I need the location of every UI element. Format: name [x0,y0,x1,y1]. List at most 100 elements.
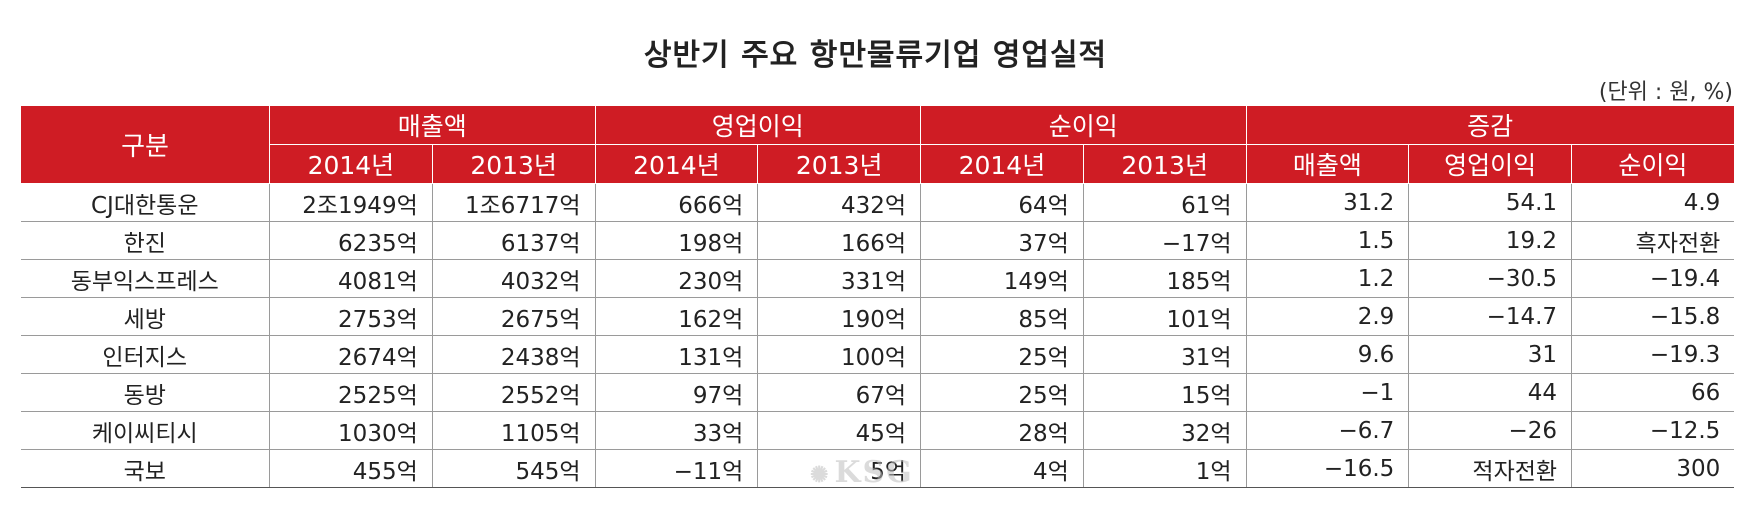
table-cell: 455억 [269,449,433,488]
table-cell: 166억 [757,221,922,260]
table-cell: 1030억 [269,411,433,450]
company-name-cell: 동방 [20,373,270,412]
table-cell: 2552억 [431,373,596,412]
table-row: 동방 2525억 2552억 97억 67억 25억 15억 −1 44 66 [20,373,1735,412]
table-cell: 64억 [920,183,1084,222]
table-cell: 6137억 [431,221,596,260]
table-cell: −30.5 [1408,259,1573,298]
subheader: 매출액 [1245,144,1410,184]
table-cell: 545억 [431,449,596,488]
table-cell: 54.1 [1408,183,1573,222]
table-cell: 9.6 [1245,335,1410,374]
table-cell: 2753억 [269,297,433,336]
table-cell: 666억 [594,183,759,222]
table-cell: 198억 [594,221,759,260]
subheader: 2013년 [1082,144,1247,184]
watermark-emblem-icon: ✺ [810,462,831,488]
table-cell: 1105억 [431,411,596,450]
subheader: 2014년 [920,144,1084,184]
table-cell: 적자전환 [1408,449,1573,488]
table-cell: 2674억 [269,335,433,374]
table-cell: −19.4 [1571,259,1735,298]
table-cell: 1조6717억 [431,183,596,222]
table-cell: 1억 [1082,449,1247,488]
table-cell: 67억 [757,373,922,412]
table-cell: 25억 [920,335,1084,374]
table-cell: 25억 [920,373,1084,412]
table-cell: −12.5 [1571,411,1735,450]
subheader: 2013년 [431,144,596,184]
table-cell: 85억 [920,297,1084,336]
company-name-cell: 케이씨티시 [20,411,270,450]
table-cell: 230억 [594,259,759,298]
table-title: 상반기 주요 항만물류기업 영업실적 [643,38,1108,73]
table-cell: 2.9 [1245,297,1410,336]
subheader: 2014년 [594,144,759,184]
table-row: 한진 6235억 6137억 198억 166억 37억 −17억 1.5 19.2 흑자전환 [20,221,1735,260]
table-cell: −26 [1408,411,1573,450]
table-cell: 100억 [757,335,922,374]
table-cell: 2조1949억 [269,183,433,222]
table-cell: 4억 [920,449,1084,488]
table-cell: 432억 [757,183,922,222]
table-cell: −14.7 [1408,297,1573,336]
company-name-cell: CJ대한통운 [20,183,270,222]
company-name-cell: 세방 [20,297,270,336]
table-cell: 6235억 [269,221,433,260]
subheader: 2014년 [269,144,433,184]
table-row: 인터지스 2674억 2438억 131억 100억 25억 31억 9.6 31 −19.3 [20,335,1735,374]
table-cell: 185억 [1082,259,1247,298]
table-cell: 4081억 [269,259,433,298]
table-cell: 45억 [757,411,922,450]
table-cell: 131억 [594,335,759,374]
subheader: 영업이익 [1408,144,1573,184]
table-cell: −11억 [594,449,759,488]
table-cell: 31 [1408,335,1573,374]
table-cell: 190억 [757,297,922,336]
header-group-sales: 매출액 [269,105,596,145]
table-cell: 97억 [594,373,759,412]
table-cell: 61억 [1082,183,1247,222]
company-name-cell: 한진 [20,221,270,260]
table-cell: 2438억 [431,335,596,374]
table-cell: 101억 [1082,297,1247,336]
table-row: CJ대한통운 2조1949억 1조6717억 666억 432억 64억 61억 31.2 54… [20,183,1735,222]
table-cell: 149억 [920,259,1084,298]
table-cell: 흑자전환 [1571,221,1735,260]
header-group-operating-profit: 영업이익 [594,105,922,145]
table-cell: 44 [1408,373,1573,412]
subheader: 2013년 [757,144,922,184]
table-cell: 37억 [920,221,1084,260]
table-row: 케이씨티시 1030억 1105억 33억 45억 28억 32억 −6.7 −26 −12.5 [20,411,1735,450]
table-cell: 19.2 [1408,221,1573,260]
header-group-change: 증감 [1245,105,1735,145]
table-cell: −6.7 [1245,411,1410,450]
subheader: 순이익 [1571,144,1735,184]
table-cell: −19.3 [1571,335,1735,374]
company-name-cell: 인터지스 [20,335,270,374]
table-row: 세방 2753억 2675억 162억 190억 85억 101억 2.9 −14.7 −15.8 [20,297,1735,336]
header-group-net-profit: 순이익 [920,105,1247,145]
table-cell: 300 [1571,449,1735,488]
table-cell: −15.8 [1571,297,1735,336]
header-category: 구분 [20,105,270,184]
table-cell: 28억 [920,411,1084,450]
table-cell: 4.9 [1571,183,1735,222]
table-row: 동부익스프레스 4081억 4032억 230억 331억 149억 185억 1.2 −30.… [20,259,1735,298]
table-cell: 331억 [757,259,922,298]
table-cell: 15억 [1082,373,1247,412]
table-cell: 162억 [594,297,759,336]
table-cell: −17억 [1082,221,1247,260]
unit-note: (단위 : 원, %) [1598,80,1733,105]
table-body: CJ대한통운 2조1949억 1조6717억 666억 432억 64억 61억 31.2 54… [20,183,1735,488]
table-row: 국보 455억 545억 −11억 5억 4억 1억 −16.5 적자전환 300 [20,449,1735,488]
table-cell: 2675억 [431,297,596,336]
watermark: ✺ KSG [810,455,914,490]
table-cell: 2525억 [269,373,433,412]
performance-table: 구분 매출액 영업이익 순이익 증감 2014년 2013년 2014년 201… [20,105,1735,488]
table-cell: 31.2 [1245,183,1410,222]
table-cell: 32억 [1082,411,1247,450]
table-cell: −1 [1245,373,1410,412]
watermark-text: KSG [834,455,914,490]
table-cell: 33억 [594,411,759,450]
